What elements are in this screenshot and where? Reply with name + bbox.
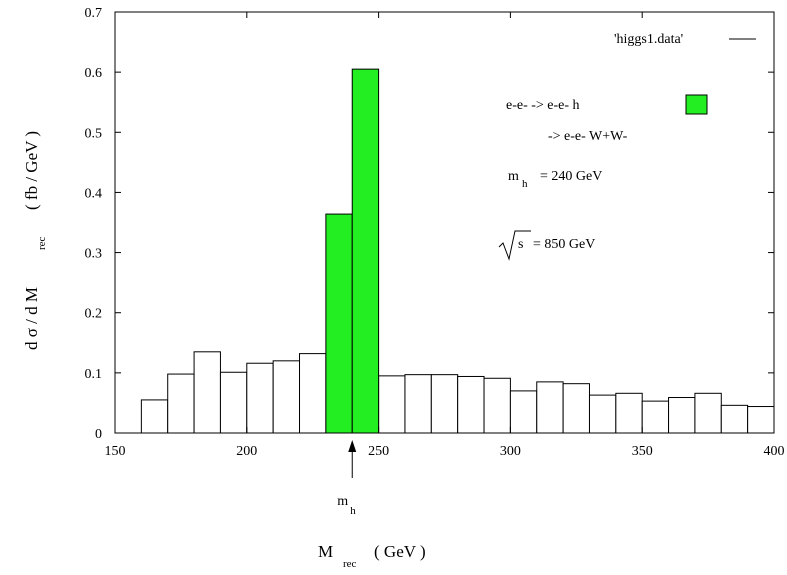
x-axis-label-subscript: rec bbox=[343, 558, 357, 570]
histogram-bar bbox=[694, 392, 722, 434]
sqrt-s-annotation: s = 850 GeV bbox=[498, 230, 595, 261]
process-green-swatch bbox=[685, 94, 708, 115]
histogram-bar bbox=[219, 371, 248, 434]
x-tick-label: 200 bbox=[236, 444, 257, 459]
signal-bar bbox=[325, 213, 353, 434]
legend-label-higgs1-data: 'higgs1.data' bbox=[614, 32, 683, 47]
histogram-bar bbox=[430, 374, 459, 434]
histogram-bar bbox=[615, 392, 643, 434]
histogram-bar bbox=[641, 400, 670, 434]
signal-bar bbox=[351, 68, 380, 434]
histogram-bar bbox=[747, 406, 775, 434]
plot-frame bbox=[114, 11, 775, 434]
sqrt-symbol bbox=[498, 230, 531, 261]
histogram-bar bbox=[588, 394, 617, 434]
histogram-bar bbox=[272, 360, 301, 434]
x-axis-label-main: M bbox=[318, 542, 333, 561]
histogram-bar bbox=[193, 351, 221, 434]
y-tick-label: 0.6 bbox=[85, 66, 103, 81]
process-line-1: e-e- -> e-e- h bbox=[506, 98, 580, 113]
y-tick-label: 0.5 bbox=[85, 126, 103, 141]
histogram-bar bbox=[562, 383, 590, 434]
histogram-bar bbox=[483, 377, 511, 434]
histogram-bar bbox=[536, 381, 564, 434]
histogram-bar bbox=[668, 397, 696, 434]
histogram-bar bbox=[720, 404, 749, 434]
y-axis-label-unit: ( fb / GeV ) bbox=[22, 131, 41, 210]
x-axis: 150 200 250 300 350 400 bbox=[105, 12, 785, 459]
x-tick-label: 350 bbox=[632, 444, 653, 459]
sqrt-s-value: = 850 GeV bbox=[533, 237, 595, 252]
x-axis-label-unit: ( GeV ) bbox=[374, 542, 426, 561]
histogram-bars bbox=[140, 68, 775, 434]
x-tick-label: 300 bbox=[500, 444, 521, 459]
histogram-bar bbox=[404, 374, 432, 434]
y-axis-label-subscript: rec bbox=[36, 236, 48, 250]
y-tick-label: 0.1 bbox=[85, 367, 103, 382]
y-tick-label: 0 bbox=[95, 427, 102, 442]
y-axis-label: d σ / d M rec ( fb / GeV ) bbox=[22, 131, 48, 350]
histogram-bar bbox=[509, 390, 538, 434]
mass-annotation: m h = 240 GeV bbox=[508, 169, 602, 190]
process-line-2: -> e-e- W+W- bbox=[548, 129, 628, 144]
marker-label-subscript: h bbox=[350, 505, 356, 517]
legend: 'higgs1.data' bbox=[614, 32, 756, 47]
mass-subscript: h bbox=[522, 178, 528, 190]
y-tick-label: 0.3 bbox=[85, 247, 103, 262]
marker-label: m bbox=[337, 494, 348, 509]
histogram-bar bbox=[299, 353, 327, 434]
x-tick-label: 250 bbox=[368, 444, 389, 459]
histogram-bar bbox=[140, 399, 169, 434]
y-tick-label: 0.2 bbox=[85, 307, 103, 322]
x-axis-label: M rec ( GeV ) bbox=[318, 542, 426, 570]
marker-arrow-head bbox=[348, 440, 357, 452]
y-axis-label-main: d σ / d M bbox=[22, 287, 41, 350]
mass-symbol: m bbox=[508, 169, 519, 184]
process-annotation: e-e- -> e-e- h -> e-e- W+W- bbox=[506, 94, 708, 144]
histogram-bar bbox=[457, 375, 485, 434]
histogram-bar bbox=[246, 362, 274, 434]
histogram-bar bbox=[167, 373, 195, 434]
y-axis: 0 0.1 0.2 0.3 0.4 0.5 0.6 0.7 bbox=[85, 6, 774, 442]
mass-value: = 240 GeV bbox=[540, 169, 602, 184]
y-tick-label: 0.7 bbox=[85, 6, 103, 21]
mass-marker: m h bbox=[337, 440, 357, 517]
sqrt-s-symbol: s bbox=[518, 237, 523, 252]
x-tick-label: 150 bbox=[105, 444, 126, 459]
y-tick-label: 0.4 bbox=[85, 186, 103, 201]
x-tick-label: 400 bbox=[764, 444, 785, 459]
histogram-bar bbox=[378, 375, 406, 434]
